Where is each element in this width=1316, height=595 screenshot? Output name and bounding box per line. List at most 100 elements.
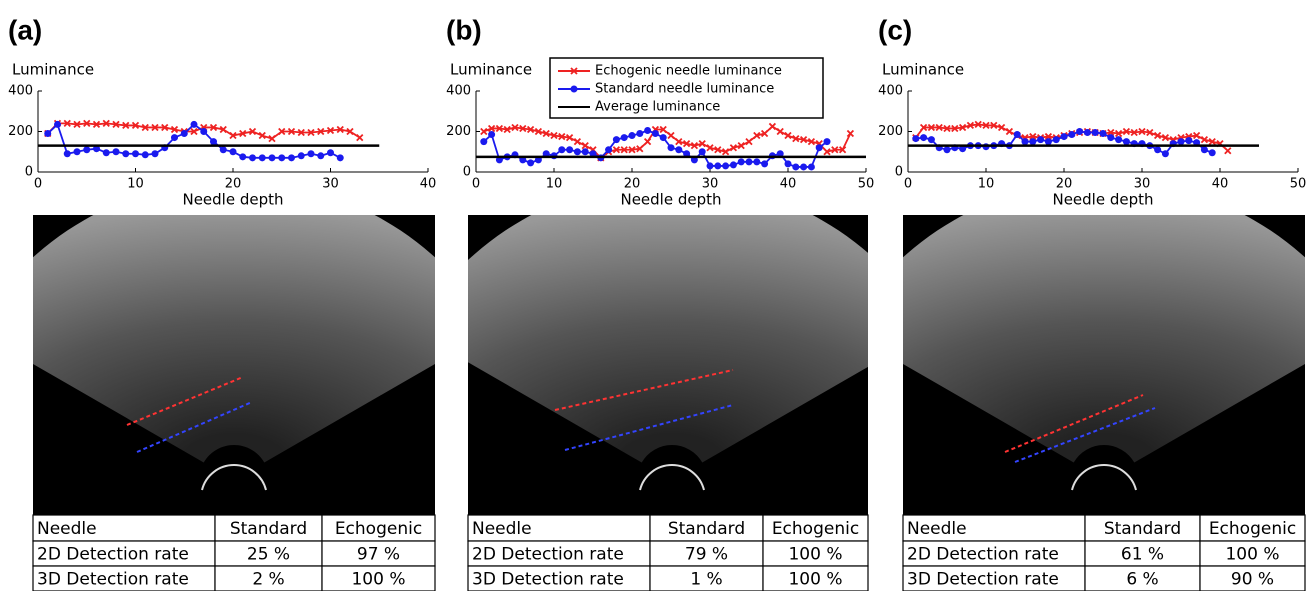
circle-marker <box>776 150 784 158</box>
y-tick-label: 0 <box>895 165 903 180</box>
table-text: Echogenic <box>335 519 422 539</box>
table-cell <box>214 540 323 567</box>
legend-marker <box>570 67 578 75</box>
circle-marker <box>690 156 698 164</box>
circle-marker <box>317 152 325 160</box>
x-marker <box>958 123 967 132</box>
circle-marker <box>729 161 737 169</box>
circle-marker <box>675 146 683 154</box>
ultrasound-fan <box>903 215 1305 463</box>
table-cell <box>1084 514 1201 542</box>
x-marker <box>776 127 784 136</box>
circle-marker <box>927 136 935 144</box>
x-marker <box>919 123 928 132</box>
y-axis-label: Luminance <box>882 61 964 79</box>
circle-marker <box>307 150 315 158</box>
circle-marker <box>1115 136 1123 144</box>
circle-marker <box>612 136 620 144</box>
circle-marker <box>959 145 967 153</box>
circle-marker <box>151 150 159 158</box>
x-tick-label: 20 <box>225 177 242 192</box>
circle-marker <box>1200 146 1208 154</box>
table-cell <box>902 514 1086 542</box>
circle-marker <box>605 146 613 154</box>
circle-marker <box>542 150 550 158</box>
circle-marker <box>268 154 276 162</box>
table-cell <box>1199 565 1306 592</box>
circle-marker <box>534 156 542 164</box>
circle-marker <box>792 163 800 171</box>
circle-marker <box>745 158 753 166</box>
circle-marker <box>714 162 722 170</box>
circle-marker <box>527 159 535 167</box>
table-cell <box>467 540 651 567</box>
x-marker <box>239 129 247 138</box>
circle-marker <box>1060 133 1068 141</box>
circle-marker <box>698 148 706 156</box>
circle-marker <box>1021 138 1029 146</box>
circle-marker <box>297 152 305 160</box>
x-marker <box>258 131 266 140</box>
y-tick-label: 400 <box>446 84 471 99</box>
x-marker <box>1146 128 1154 137</box>
table-cell <box>902 540 1086 567</box>
circle-marker <box>737 158 745 166</box>
x-marker <box>248 127 257 136</box>
table-text: Standard <box>1104 519 1181 539</box>
x-tick-label: 50 <box>858 177 875 192</box>
x-marker <box>620 146 628 154</box>
x-marker <box>966 121 975 130</box>
x-marker <box>1005 127 1014 136</box>
y-tick-label: 200 <box>878 124 903 139</box>
table-text: 3D Detection rate <box>472 570 624 590</box>
y-tick-label: 400 <box>878 84 903 99</box>
panel-label: (b) <box>446 14 482 45</box>
table-text: 100 % <box>1225 545 1279 565</box>
x-tick-label: 30 <box>702 177 719 192</box>
table-text: 79 % <box>685 545 728 565</box>
circle-marker <box>1208 149 1216 157</box>
table-text: 100 % <box>788 570 842 590</box>
y-tick-label: 400 <box>8 84 33 99</box>
x-tick-label: 40 <box>420 177 437 192</box>
probe-arc <box>639 464 705 491</box>
circle-marker <box>683 150 691 158</box>
x-tick-label: 10 <box>546 177 563 192</box>
x-marker <box>636 145 644 153</box>
circle-marker <box>800 163 808 171</box>
circle-marker <box>823 138 831 146</box>
x-marker <box>307 128 315 137</box>
circle-marker <box>132 150 139 158</box>
x-marker <box>526 125 535 134</box>
x-axis-label: Needle depth <box>182 191 283 209</box>
x-marker <box>1208 137 1216 146</box>
x-axis-label: Needle depth <box>620 191 721 209</box>
circle-marker <box>278 154 286 162</box>
table-text: 3D Detection rate <box>907 570 1059 590</box>
circle-marker <box>628 132 636 140</box>
circle-marker <box>1154 146 1162 154</box>
x-marker <box>935 123 943 132</box>
circle-marker <box>1037 136 1045 144</box>
circle-marker <box>589 150 597 158</box>
circle-marker <box>644 126 652 134</box>
x-marker <box>287 127 296 136</box>
circle-marker <box>1083 129 1091 137</box>
x-marker <box>151 123 159 132</box>
table-cell <box>1199 514 1306 542</box>
table-cell <box>467 514 651 542</box>
circle-marker <box>519 156 527 164</box>
circle-marker <box>558 146 566 154</box>
x-marker <box>943 124 951 133</box>
x-tick-label: 10 <box>978 177 995 192</box>
x-marker <box>760 129 769 138</box>
probe-arc <box>1071 464 1137 491</box>
x-marker <box>558 132 566 141</box>
x-marker <box>534 127 543 136</box>
circle-marker <box>706 162 714 170</box>
table-text: Needle <box>907 519 967 539</box>
x-marker <box>573 137 582 146</box>
circle-marker <box>1107 134 1115 142</box>
y-tick-label: 200 <box>8 124 33 139</box>
x-marker <box>92 120 101 129</box>
